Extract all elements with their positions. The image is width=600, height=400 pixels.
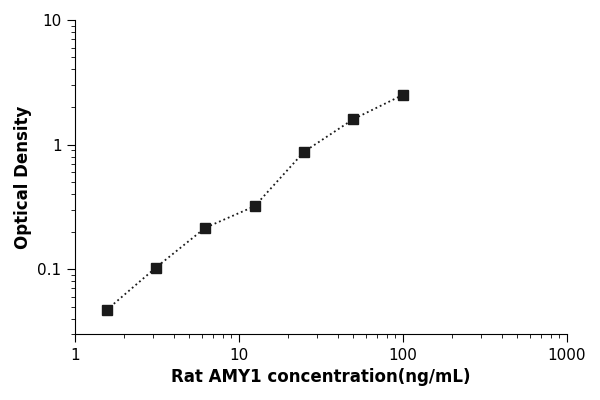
X-axis label: Rat AMY1 concentration(ng/mL): Rat AMY1 concentration(ng/mL) bbox=[171, 368, 470, 386]
Y-axis label: Optical Density: Optical Density bbox=[14, 106, 32, 249]
